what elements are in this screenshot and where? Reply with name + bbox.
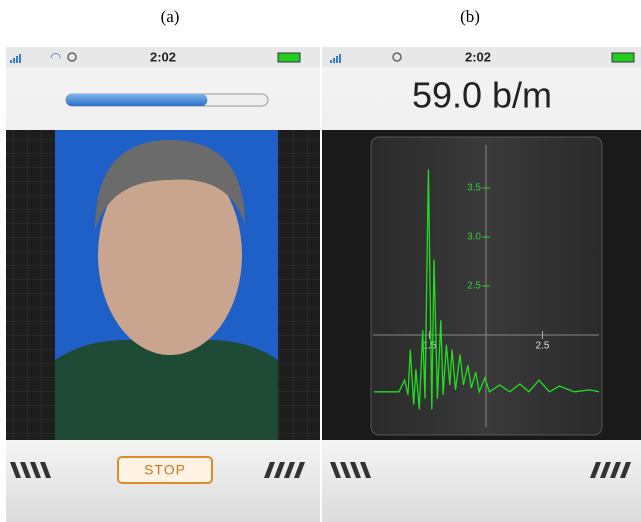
battery-icon [277, 52, 301, 63]
status-bar [6, 47, 320, 67]
signal-icon [10, 54, 21, 63]
heart-rate: 59.0 b/m [412, 75, 552, 116]
stop-button-label[interactable]: STOP [144, 462, 186, 478]
signal-icon [330, 54, 341, 63]
status-bar [322, 47, 641, 67]
progress-fill [66, 94, 208, 106]
right-screen: 2:02 59.0 b/m 1.5 2.5 2.5 3.0 3.5 [322, 47, 641, 522]
decor-stripes [10, 462, 305, 478]
signal-line [374, 169, 600, 410]
left-screen: ◠ 2:02 STOP [6, 47, 320, 522]
plot: 1.5 2.5 2.5 3.0 3.5 [373, 145, 600, 427]
wifi-icon: ◠ [50, 49, 61, 64]
status-time: 2:02 [465, 49, 491, 64]
status-time: 2:02 [150, 49, 176, 64]
y-tick-label: 3.5 [467, 183, 481, 194]
decor-stripes [330, 462, 631, 478]
face [98, 155, 242, 355]
battery-icon [611, 52, 635, 63]
y-tick-label: 2.5 [467, 281, 481, 292]
panel-label: (a) [161, 7, 180, 26]
x-tick-label: 1.5 [423, 341, 437, 352]
panel-label: (b) [460, 7, 480, 26]
x-tick-label: 2.5 [536, 341, 550, 352]
hair [95, 140, 245, 230]
stop-button[interactable] [117, 456, 213, 484]
shirt [55, 340, 278, 442]
sync-icon [392, 52, 402, 62]
toolbar [322, 440, 641, 522]
y-tick-label: 3.0 [467, 232, 481, 243]
sync-icon [67, 52, 77, 62]
